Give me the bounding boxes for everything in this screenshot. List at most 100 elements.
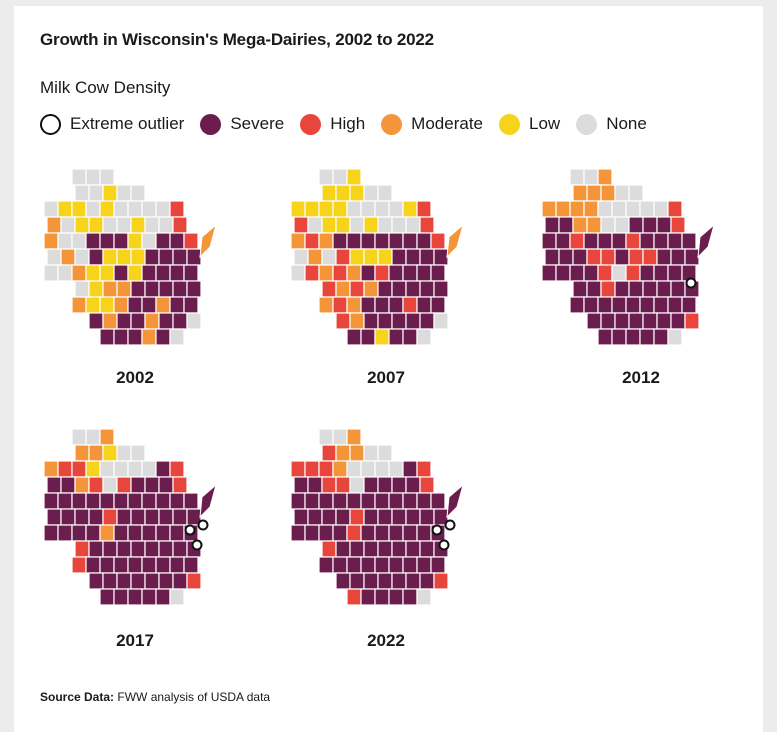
county-cell [600,216,616,234]
door-peninsula [697,223,715,259]
county-cell [374,588,390,606]
county-cell [113,588,129,606]
county-cell [569,264,585,282]
wisconsin-map-svg [290,168,464,346]
county-cell [332,460,348,478]
county-cell [321,184,337,202]
county-cell [172,540,188,558]
county-cell [360,264,376,282]
county-cell [321,508,337,526]
legend-label: Severe [230,114,285,133]
county-cell [141,328,157,346]
county-cell [360,200,376,218]
county-cell [628,312,644,330]
county-cell [183,556,199,574]
county-cell [88,476,104,494]
map-year-label: 2017 [116,631,154,650]
county-cell [349,572,365,590]
extreme-outlier-marker [685,277,697,289]
county-cell [71,428,87,446]
county-cell [332,232,348,250]
county-cell [569,232,585,250]
county-cell [377,184,393,202]
county-cell [360,328,376,346]
moderate-swatch [381,113,403,135]
county-cell [318,460,334,478]
county-cell [419,540,435,558]
legend-item-low: Low [499,113,560,135]
county-cell [307,508,323,526]
county-cell [405,280,421,298]
county-cell [377,216,393,234]
county-cell [597,264,613,282]
county-cell [113,556,129,574]
county-cell [186,572,202,590]
county-cell [555,232,571,250]
county-cell [374,524,390,542]
county-cell [572,280,588,298]
county-cell [116,312,132,330]
county-cell [391,216,407,234]
county-cell [155,232,171,250]
county-cell [46,248,62,266]
county-cell [597,168,613,186]
county-cell [172,312,188,330]
county-cell [85,428,101,446]
severe-swatch [200,113,222,135]
county-cell [670,248,686,266]
county-cell [88,312,104,330]
county-cell [74,444,90,462]
county-cell [388,460,404,478]
county-cell [321,248,337,266]
county-cell [116,248,132,266]
county-cell [625,232,641,250]
county-cell [127,588,143,606]
county-cell [611,232,627,250]
county-cell [416,296,432,314]
county-cell [158,312,174,330]
county-cell [639,328,655,346]
county-cell [583,200,599,218]
county-cell [130,248,146,266]
county-cell [572,184,588,202]
wisconsin-map-svg [43,428,217,606]
map-year-label: 2007 [367,368,405,387]
door-peninsula [199,483,217,519]
county-cell [363,312,379,330]
county-cell [304,264,320,282]
door-peninsula [446,223,464,259]
county-cell [321,280,337,298]
county-cell [127,264,143,282]
county-cell [169,588,185,606]
county-cell [430,556,446,574]
county-cell [290,264,306,282]
county-cell [43,200,59,218]
county-cell [614,312,630,330]
county-cell [155,588,171,606]
county-cell [349,248,365,266]
county-cell [144,248,160,266]
extreme-outlier-marker [444,519,456,531]
county-cell [130,508,146,526]
county-cell [416,264,432,282]
county-cell [43,524,59,542]
county-cell [290,200,306,218]
county-cell [116,540,132,558]
wisconsin-map-svg [290,428,464,606]
county-cell [183,492,199,510]
county-cell [116,572,132,590]
county-cell [141,492,157,510]
county-cell [346,232,362,250]
county-cell [349,280,365,298]
county-cell [144,280,160,298]
county-cell [144,540,160,558]
county-cell [433,280,449,298]
county-cell [558,216,574,234]
county-cell [127,232,143,250]
county-cell [43,492,59,510]
county-cell [144,312,160,330]
county-cell [158,572,174,590]
county-cell [405,572,421,590]
county-cell [318,492,334,510]
county-cell [363,216,379,234]
